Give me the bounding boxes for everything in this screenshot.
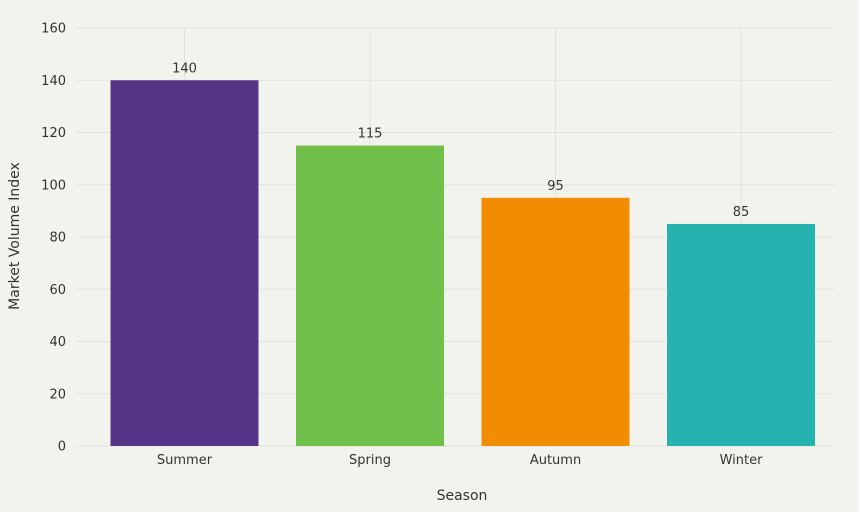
data-label: 140 — [172, 61, 197, 76]
x-tick-label: Spring — [349, 453, 391, 468]
x-axis-title: Season — [437, 488, 488, 504]
y-tick-label: 140 — [41, 74, 66, 89]
y-tick-label: 60 — [49, 283, 66, 298]
y-tick-label: 100 — [41, 178, 66, 193]
bar-winter — [667, 223, 815, 446]
x-tick-label: Summer — [157, 453, 213, 468]
y-tick-label: 20 — [49, 387, 66, 402]
data-label: 95 — [547, 179, 564, 194]
data-label: 85 — [733, 205, 750, 220]
bar-spring — [296, 145, 444, 446]
y-axis-ticks: 0 20 40 60 80 100 120 140 160 — [41, 22, 66, 455]
bar-autumn — [481, 197, 630, 446]
y-tick-label: 0 — [58, 440, 66, 455]
y-tick-label: 120 — [41, 126, 66, 141]
data-labels: 140 115 95 85 — [172, 61, 749, 220]
y-tick-label: 80 — [49, 231, 66, 246]
bar-summer — [110, 80, 259, 446]
y-axis-title: Market Volume Index — [7, 162, 23, 310]
y-tick-label: 160 — [41, 22, 66, 37]
x-axis-ticks: Summer Spring Autumn Winter — [157, 453, 763, 468]
x-tick-label: Autumn — [530, 453, 581, 468]
y-tick-label: 40 — [49, 335, 66, 350]
data-label: 115 — [358, 127, 383, 142]
x-tick-label: Winter — [720, 453, 764, 468]
bars — [110, 80, 815, 446]
